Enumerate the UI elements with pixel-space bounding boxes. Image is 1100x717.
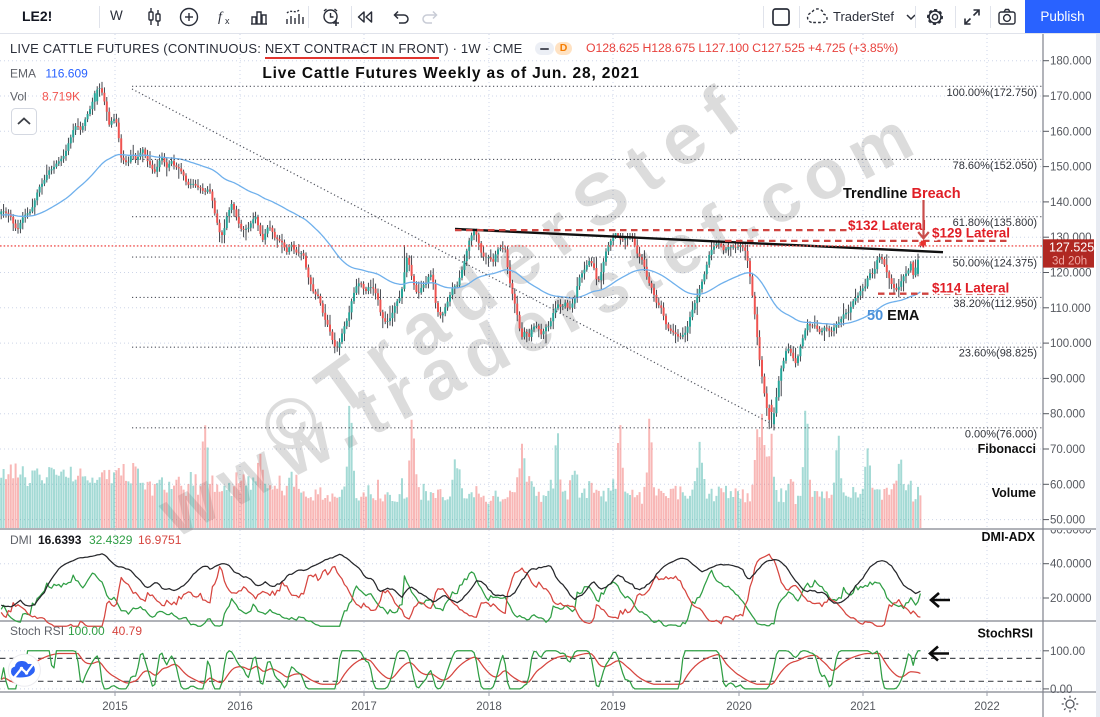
svg-text:0.00%(76.000): 0.00%(76.000) [965, 428, 1037, 440]
svg-text:170.000: 170.000 [1050, 91, 1092, 103]
svg-text:100.000: 100.000 [1050, 338, 1092, 350]
svg-text:2020: 2020 [726, 701, 752, 713]
svg-text:150.000: 150.000 [1050, 162, 1092, 174]
svg-text:$132 Lateral: $132 Lateral [848, 218, 926, 233]
svg-text:100.00%(172.750): 100.00%(172.750) [946, 87, 1037, 99]
svg-text:Volume: Volume [992, 486, 1036, 500]
svg-text:100.00: 100.00 [1050, 646, 1085, 658]
svg-text:70.000: 70.000 [1050, 444, 1085, 456]
svg-text:3d 20h: 3d 20h [1052, 256, 1087, 268]
svg-text:160.000: 160.000 [1050, 126, 1092, 138]
svg-text:140.000: 140.000 [1050, 197, 1092, 209]
svg-text:60.000: 60.000 [1050, 479, 1085, 491]
svg-text:80.000: 80.000 [1050, 409, 1085, 421]
svg-text:2018: 2018 [476, 701, 502, 713]
svg-text:$114 Lateral: $114 Lateral [932, 281, 1009, 296]
svg-text:50 EMA: 50 EMA [867, 308, 920, 324]
svg-text:DMI-ADX: DMI-ADX [982, 530, 1036, 544]
svg-text:2022: 2022 [974, 701, 1000, 713]
svg-text:$129 Lateral: $129 Lateral [932, 226, 1010, 241]
svg-text:Fibonacci: Fibonacci [978, 442, 1036, 456]
svg-text:2021: 2021 [850, 701, 876, 713]
svg-text:38.20%(112.950): 38.20%(112.950) [953, 298, 1037, 310]
svg-text:StochRSI: StochRSI [977, 627, 1033, 641]
svg-text:50.00%(124.375): 50.00%(124.375) [953, 258, 1037, 270]
svg-text:50.000: 50.000 [1050, 515, 1085, 527]
svg-text:90.000: 90.000 [1050, 373, 1085, 385]
svg-text:40.0000: 40.0000 [1050, 559, 1092, 571]
svg-text:180.000: 180.000 [1050, 56, 1092, 68]
svg-text:110.000: 110.000 [1050, 303, 1091, 315]
svg-text:x: x [225, 16, 230, 26]
svg-text:2015: 2015 [102, 701, 128, 713]
svg-text:Trendline Breach: Trendline Breach [843, 186, 961, 202]
svg-text:60.0000: 60.0000 [1050, 525, 1092, 537]
svg-text:EMA 116.609: EMA 116.609 [10, 67, 88, 81]
svg-text:127.525: 127.525 [1049, 241, 1094, 255]
svg-text:0.00: 0.00 [1050, 684, 1072, 696]
svg-text:20.0000: 20.0000 [1050, 593, 1092, 605]
svg-text:120.000: 120.000 [1050, 268, 1092, 280]
svg-text:23.60%(98.825): 23.60%(98.825) [959, 348, 1037, 360]
svg-text:f: f [218, 10, 224, 25]
svg-text:61.80%(135.800): 61.80%(135.800) [953, 217, 1037, 229]
svg-text:78.60%(152.050): 78.60%(152.050) [953, 160, 1037, 172]
svg-text:2016: 2016 [227, 701, 253, 713]
svg-text:2019: 2019 [600, 701, 626, 713]
svg-text:2017: 2017 [351, 701, 377, 713]
